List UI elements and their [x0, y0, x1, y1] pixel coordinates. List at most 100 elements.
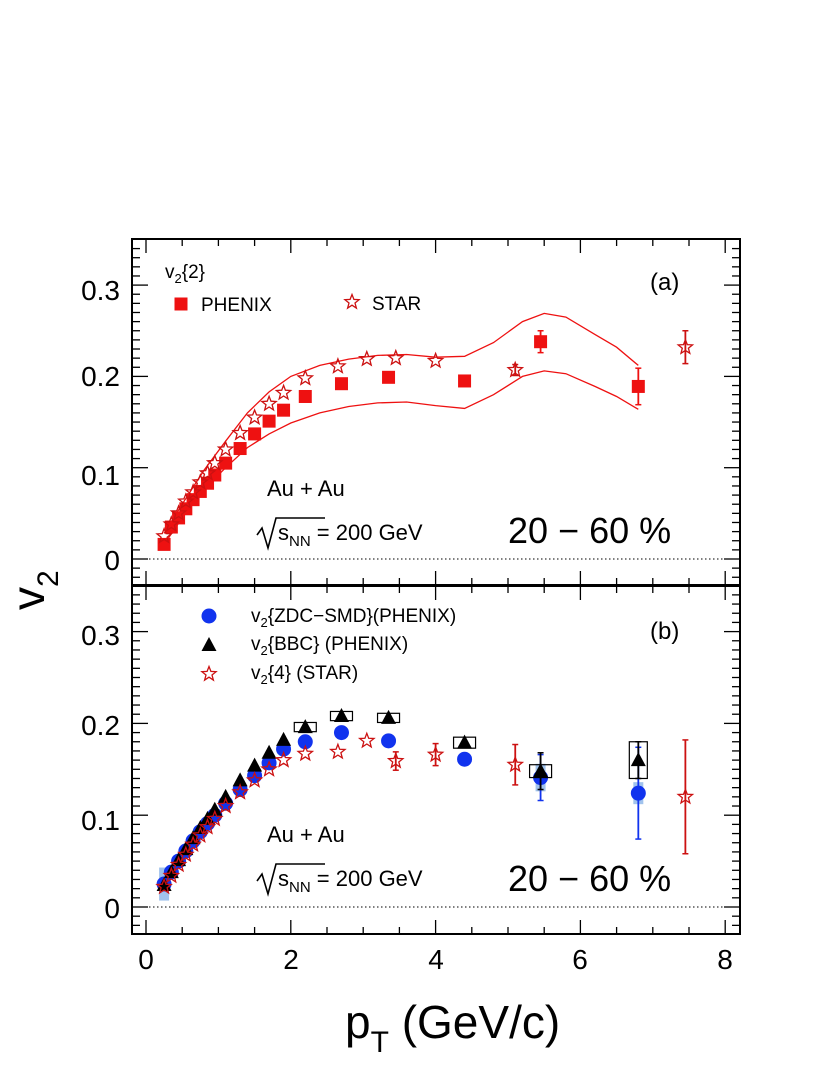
legend-star-marker: [200, 664, 218, 682]
panel-b-sqrt-sign: [256, 863, 325, 897]
point-phenix: [219, 456, 233, 470]
y-tick-label: 0.3: [81, 620, 120, 651]
point-star: [328, 357, 347, 374]
legend-phenix-marker: [174, 297, 188, 311]
point-bbc-phenix: [261, 744, 277, 759]
point-phenix: [233, 442, 247, 456]
point-star: [169, 504, 188, 521]
legend-bbc-sub: 2: [261, 643, 268, 658]
legend-bbc-tail: {BBC} (PHENIX): [268, 634, 408, 655]
point-4-star: [245, 771, 264, 788]
y-tick-label: 0: [104, 893, 120, 924]
point-bbc-phenix: [247, 757, 263, 772]
point-star: [205, 453, 224, 471]
panel-a-sqrt-sign: [256, 517, 325, 551]
y-tick-label: 0: [104, 545, 120, 576]
panel-a-plot-area: [155, 312, 695, 551]
panel-b-centrality: 20 − 60 %: [508, 858, 671, 899]
point-bbc-phenix: [381, 709, 397, 724]
legend-square-marker: [174, 297, 188, 311]
point-4-star: [260, 760, 278, 777]
x-tick-labels: 0 2 4 6 8: [138, 944, 733, 975]
point-zdc-smd-phenix: [247, 768, 263, 784]
panel-b-system: Au + Au: [267, 822, 345, 847]
y-tick-label: 0.1: [81, 460, 120, 491]
point-4-star: [169, 855, 188, 873]
point-star: [506, 360, 525, 378]
point-star: [296, 368, 315, 386]
panel-a-ticks: [132, 239, 740, 585]
panel-b-y-tick-labels: 0 0.1 0.2 0.3: [81, 620, 120, 924]
point-4-star: [162, 866, 181, 884]
point-bbc-phenix: [218, 788, 234, 803]
point-phenix: [382, 370, 396, 384]
energy-s: s: [278, 520, 289, 545]
energy-sub: NN: [289, 879, 311, 896]
point-4-star: [191, 826, 210, 843]
legend-star4-tail: {4} (STAR): [268, 663, 358, 684]
point-bbc-phenix: [276, 731, 292, 746]
point-star: [216, 440, 235, 457]
point-star: [184, 483, 202, 500]
panel-a-energy: sNN = 200 GeV: [278, 520, 423, 550]
point-star: [191, 473, 210, 490]
y-axis-title-main: v: [2, 587, 54, 610]
point-star: [198, 463, 217, 481]
point-phenix: [298, 389, 312, 403]
x-tick-label: 4: [428, 944, 444, 975]
point-bbc-phenix: [333, 708, 349, 723]
point-4-star: [296, 744, 315, 762]
y-axis-title-sub: 2: [32, 570, 65, 587]
point-4-star: [386, 751, 405, 769]
point-4-star: [216, 796, 235, 814]
legend-bbc-main: v: [251, 634, 261, 655]
panel-b-plot-area: [155, 708, 695, 901]
point-4-star: [155, 877, 173, 895]
panel-b-energy: sNN = 200 GeV: [278, 866, 423, 896]
point-star: [274, 383, 293, 401]
panel-b-ticks: [132, 586, 740, 934]
point-4-star: [198, 817, 217, 835]
x-axis-title-unit: (GeV/c): [389, 996, 560, 1048]
point-bbc-phenix: [207, 801, 223, 816]
panel-a-label: (a): [650, 269, 679, 296]
x-tick-label: 8: [717, 944, 733, 975]
point-bbc-phenix: [163, 864, 179, 879]
point-4-star: [426, 745, 445, 763]
point-star: [426, 351, 445, 369]
legend-star-marker: [343, 292, 361, 310]
point-star: [260, 394, 278, 412]
point-zdc-smd-phenix: [297, 734, 313, 750]
legend-zdc-marker: [201, 608, 217, 624]
legend-zdc-main: v: [251, 606, 261, 627]
x-axis-title-sub: T: [371, 1026, 389, 1059]
energy-tail: = 200 GeV: [311, 866, 423, 891]
point-phenix: [458, 374, 472, 388]
systematic-band-upper: [163, 312, 639, 534]
panel-a-y-tick-labels: 0 0.1 0.2 0.3: [81, 275, 120, 576]
point-phenix: [534, 335, 548, 349]
point-bbc-phenix: [533, 763, 549, 778]
x-axis-title: pT (GeV/c): [345, 996, 560, 1059]
energy-sub: NN: [289, 533, 311, 550]
point-4-star: [506, 755, 525, 773]
x-tick-label: 0: [138, 944, 154, 975]
legend-star4-marker: [200, 664, 218, 682]
point-phenix: [262, 414, 276, 428]
legend-star-marker: [343, 292, 361, 310]
legend-star-label: STAR: [372, 294, 421, 315]
point-star: [386, 348, 405, 366]
legend-star4-label: v2{4} (STAR): [251, 663, 358, 687]
point-zdc-smd-phenix: [381, 733, 397, 749]
point-4-star: [176, 845, 195, 863]
point-star: [176, 492, 195, 509]
point-star: [162, 514, 181, 532]
y-axis-title: v2: [2, 570, 65, 610]
y-tick-label: 0.1: [81, 805, 120, 836]
x-axis-title-main: p: [345, 996, 371, 1048]
y-tick-label: 0.2: [81, 710, 120, 741]
point-phenix: [277, 403, 291, 417]
point-star: [231, 423, 250, 441]
point-star: [357, 349, 376, 367]
